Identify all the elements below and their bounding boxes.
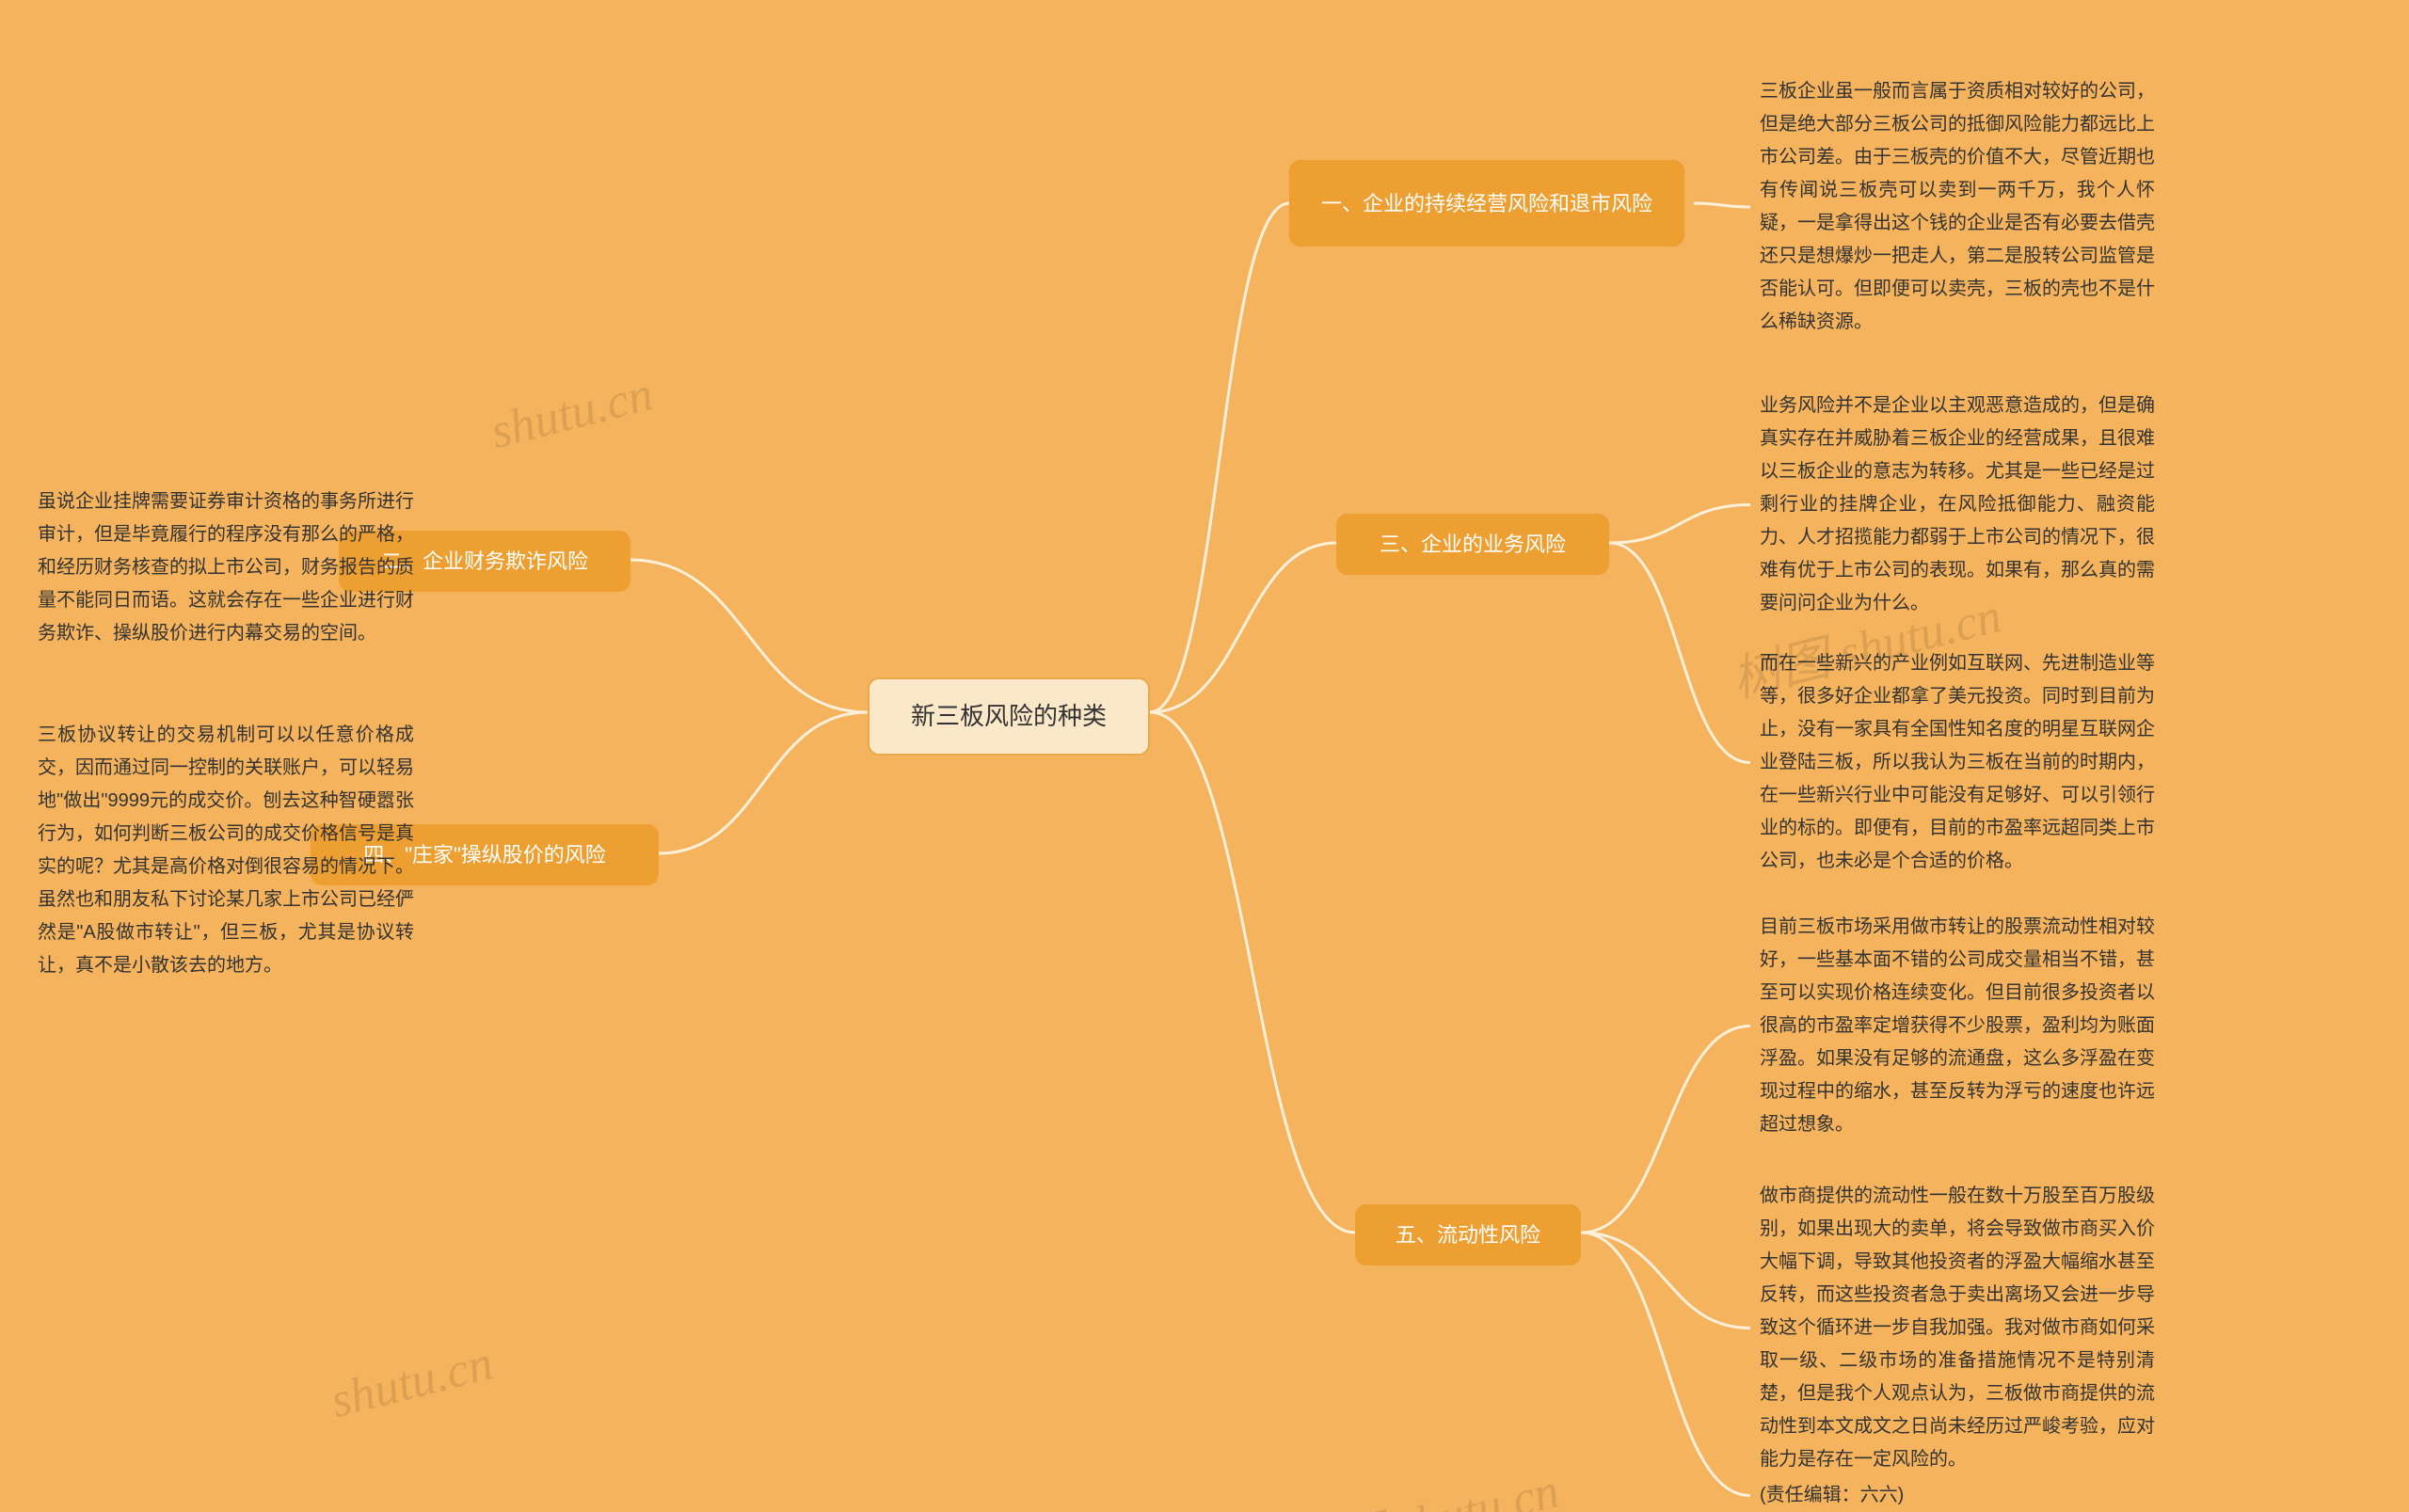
leaf-b4-0: 三板协议转让的交易机制可以以任意价格成交，因而通过同一控制的关联账户，可以轻易地… bbox=[38, 719, 414, 982]
watermark-3: 树图 shutu.cn bbox=[1282, 1451, 1565, 1512]
leaf-b3-1: 而在一些新兴的产业例如互联网、先进制造业等等，很多好企业都拿了美元投资。同时到目… bbox=[1760, 647, 2155, 878]
branch-b1[interactable]: 一、企业的持续经营风险和退市风险 bbox=[1289, 160, 1684, 247]
branch-b3[interactable]: 三、企业的业务风险 bbox=[1336, 514, 1609, 575]
leaf-b1-0: 三板企业虽一般而言属于资质相对较好的公司，但是绝大部分三板公司的抵御风险能力都远… bbox=[1760, 75, 2155, 339]
watermark-0: shutu.cn bbox=[486, 366, 659, 460]
center-node[interactable]: 新三板风险的种类 bbox=[868, 677, 1150, 756]
leaf-b5-1: 做市商提供的流动性一般在数十万股至百万股级别，如果出现大的卖单，将会导致做市商买… bbox=[1760, 1180, 2155, 1476]
watermark-2: shutu.cn bbox=[326, 1335, 499, 1429]
leaf-b2-0: 虽说企业挂牌需要证券审计资格的事务所进行审计，但是毕竟履行的程序没有那么的严格，… bbox=[38, 485, 414, 650]
leaf-b5-0: 目前三板市场采用做市转让的股票流动性相对较好，一些基本面不错的公司成交量相当不错… bbox=[1760, 911, 2155, 1141]
leaf-b5-2: (责任编辑：六六) bbox=[1760, 1479, 2155, 1512]
leaf-b3-0: 业务风险并不是企业以主观恶意造成的，但是确真实存在并威胁着三板企业的经营成果，且… bbox=[1760, 390, 2155, 620]
branch-b5[interactable]: 五、流动性风险 bbox=[1355, 1204, 1581, 1265]
mindmap-canvas: 新三板风险的种类 一、企业的持续经营风险和退市风险三板企业虽一般而言属于资质相对较… bbox=[0, 0, 2409, 1512]
